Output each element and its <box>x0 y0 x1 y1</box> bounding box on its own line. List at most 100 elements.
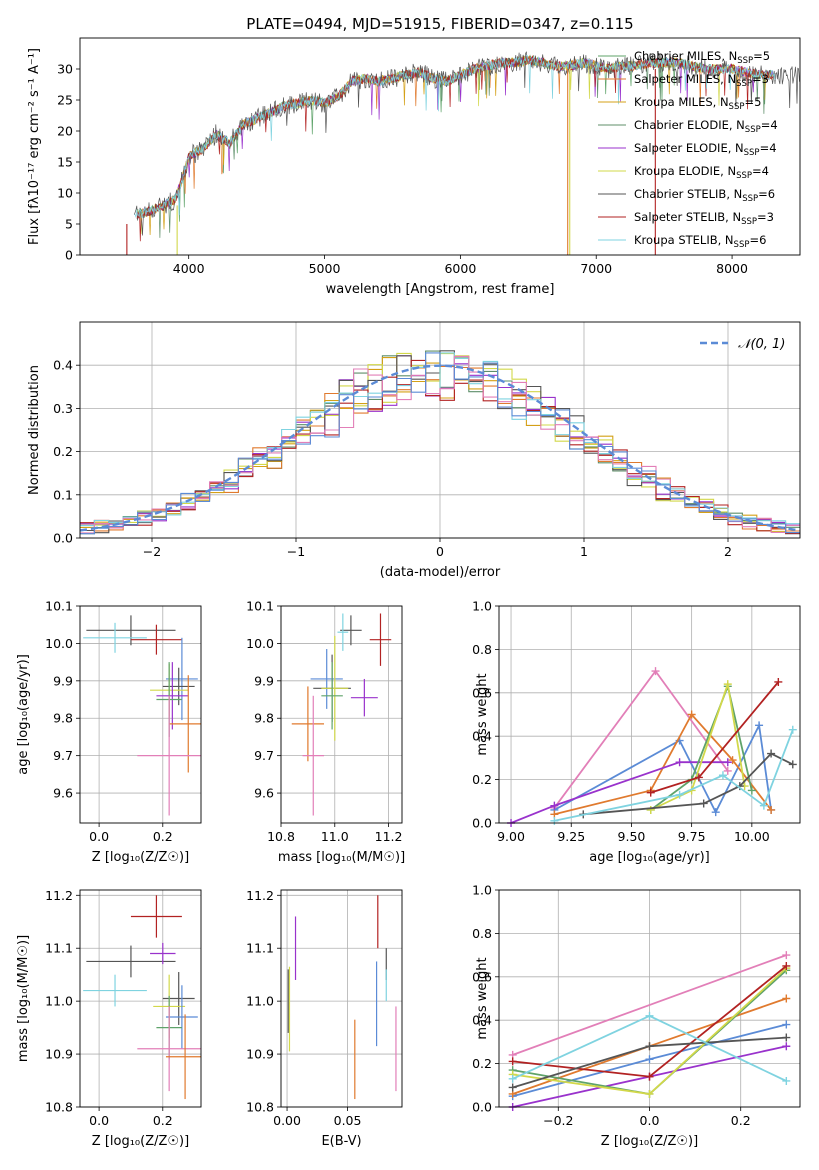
y-axis-label: Flux [fλ10⁻¹⁷ erg cm⁻² s⁻¹ A⁻¹] <box>27 48 42 245</box>
y-tick-label: 11.1 <box>246 941 274 956</box>
x-tick-label: 0.0 <box>640 1113 660 1128</box>
y-tick-label: 9.9 <box>53 673 73 688</box>
y-tick-label: 9.8 <box>254 711 274 726</box>
x-axis-label: E(B-V) <box>321 1134 361 1149</box>
legend-entry: Chabrier ELODIE, NSSP=4 <box>634 118 778 135</box>
weight-marker <box>755 721 764 730</box>
x-tick-label: 1 <box>580 544 588 559</box>
y-tick-label: 11.2 <box>246 888 274 903</box>
normal-reference-curve <box>80 364 800 532</box>
mass-weight-vs-z-panel: −0.2 0.0 0.2 0.0 0.2 0.4 0.6 0.8 1.0 Z [log₁₀(Z/Z… <box>472 883 801 1149</box>
x-tick-label: 0.2 <box>153 829 173 844</box>
weight-marker <box>728 756 737 765</box>
legend-text: =3 <box>757 210 774 224</box>
y-tick-label: 10.1 <box>45 599 73 614</box>
plot-frame <box>79 321 801 539</box>
x-tick-label: 10.00 <box>734 829 770 844</box>
legend-subscript: SSP <box>744 148 760 158</box>
y-tick-label: 9.9 <box>254 673 274 688</box>
plot-frame <box>498 605 801 824</box>
y-tick-label: 0.4 <box>472 1013 492 1028</box>
y-tick-label: 30 <box>57 62 73 77</box>
x-tick-label: 0.00 <box>273 1113 301 1128</box>
weight-marker <box>782 961 791 970</box>
x-tick-label: −0.2 <box>543 1113 573 1128</box>
legend-text: Kroupa ELODIE, N <box>634 164 736 178</box>
weight-marker <box>759 801 768 810</box>
weight-marker <box>723 758 732 767</box>
x-axis-label: Z [log₁₀(Z/Z☉)] <box>92 850 189 865</box>
x-tick-label: −2 <box>143 544 161 559</box>
y-tick-label: 0.4 <box>53 358 73 373</box>
plot-frame <box>79 889 202 1108</box>
x-tick-label: 2 <box>724 544 732 559</box>
weight-marker <box>782 1076 791 1085</box>
y-tick-label: 1.0 <box>472 883 492 898</box>
legend-entry: Kroupa STELIB, NSSP=6 <box>634 233 766 250</box>
x-tick-label: 0.2 <box>153 1113 173 1128</box>
y-tick-label: 0.6 <box>472 969 492 984</box>
x-tick-label: −1 <box>287 544 305 559</box>
y-tick-label: 10.8 <box>45 1100 73 1115</box>
y-tick-label: 11.0 <box>45 994 73 1009</box>
y-axis-label: mass [log₁₀(M/M☉)] <box>16 935 31 1062</box>
weight-marker <box>782 1033 791 1042</box>
x-tick-label: 5000 <box>309 261 341 276</box>
weight-marker <box>782 1020 791 1029</box>
y-axis-label: Normed distribution <box>27 365 42 495</box>
weight-marker <box>767 805 776 814</box>
legend-entry: Kroupa MILES, NSSP=5 <box>634 95 761 112</box>
legend-entry: Salpeter ELODIE, NSSP=4 <box>634 141 777 158</box>
mass-weight-vs-age-panel: 9.00 9.25 9.50 9.75 10.00 0.0 0.2 0.4 0.6 0.8 1.0 a… <box>472 599 801 865</box>
legend-text: Chabrier MILES, N <box>634 49 737 63</box>
legend-subscript: SSP <box>745 125 761 135</box>
weight-marker <box>699 799 708 808</box>
weight-marker <box>723 680 732 689</box>
legend-text: Salpeter ELODIE, N <box>634 141 744 155</box>
weight-marker <box>782 994 791 1003</box>
legend-text: =6 <box>749 233 766 247</box>
legend-text: =6 <box>758 187 775 201</box>
x-tick-label: 11.2 <box>375 829 403 844</box>
x-tick-label: 0.2 <box>731 1113 751 1128</box>
legend-subscript: SSP <box>742 194 758 204</box>
legend-text: Salpeter STELIB, N <box>634 210 741 224</box>
weight-marker <box>711 808 720 817</box>
legend-text: Chabrier STELIB, N <box>634 187 742 201</box>
legend-text: Salpeter MILES, N <box>634 72 736 86</box>
x-tick-label: 10.8 <box>267 829 295 844</box>
y-axis-label: age [log₁₀(age/yr)] <box>16 654 31 775</box>
y-tick-label: 10.0 <box>246 636 274 651</box>
y-tick-label: 20 <box>57 124 73 139</box>
weight-marker <box>550 816 559 825</box>
y-tick-label: 9.7 <box>254 748 274 763</box>
residual-histogram <box>80 352 800 535</box>
legend-entry: Chabrier MILES, NSSP=5 <box>634 49 770 66</box>
weight-marker <box>508 1057 517 1066</box>
legend-text: Chabrier ELODIE, N <box>634 118 745 132</box>
y-tick-label: 0.8 <box>472 642 492 657</box>
legend-text: =3 <box>752 72 769 86</box>
residuals-panel: −2 −1 0 1 2 0.0 0.1 0.2 0.3 0.4 (data-model)/error… <box>27 321 801 580</box>
y-tick-label: 10.9 <box>246 1047 274 1062</box>
x-axis-label: wavelength [Angstrom, rest frame] <box>326 282 555 297</box>
legend-text: Kroupa MILES, N <box>634 95 729 109</box>
residual-histogram <box>80 352 800 527</box>
y-tick-label: 0.0 <box>472 1100 492 1115</box>
spectrum-panel: 4000 5000 6000 7000 8000 0 5 10 15 20 25 30 waveleng… <box>27 37 801 297</box>
weight-line <box>553 669 729 809</box>
weight-marker <box>651 667 660 676</box>
spectrum-line <box>136 55 774 242</box>
weight-line <box>650 681 779 794</box>
weight-line <box>650 683 746 811</box>
weight-marker <box>767 749 776 758</box>
y-tick-label: 1.0 <box>472 599 492 614</box>
weight-marker <box>687 710 696 719</box>
x-tick-label: 9.75 <box>678 829 706 844</box>
y-axis-label: mass weight <box>475 673 490 755</box>
y-axis-label: mass weight <box>475 957 490 1039</box>
weight-marker <box>694 773 703 782</box>
y-tick-label: 5 <box>65 217 73 232</box>
x-tick-label: 9.50 <box>618 829 646 844</box>
